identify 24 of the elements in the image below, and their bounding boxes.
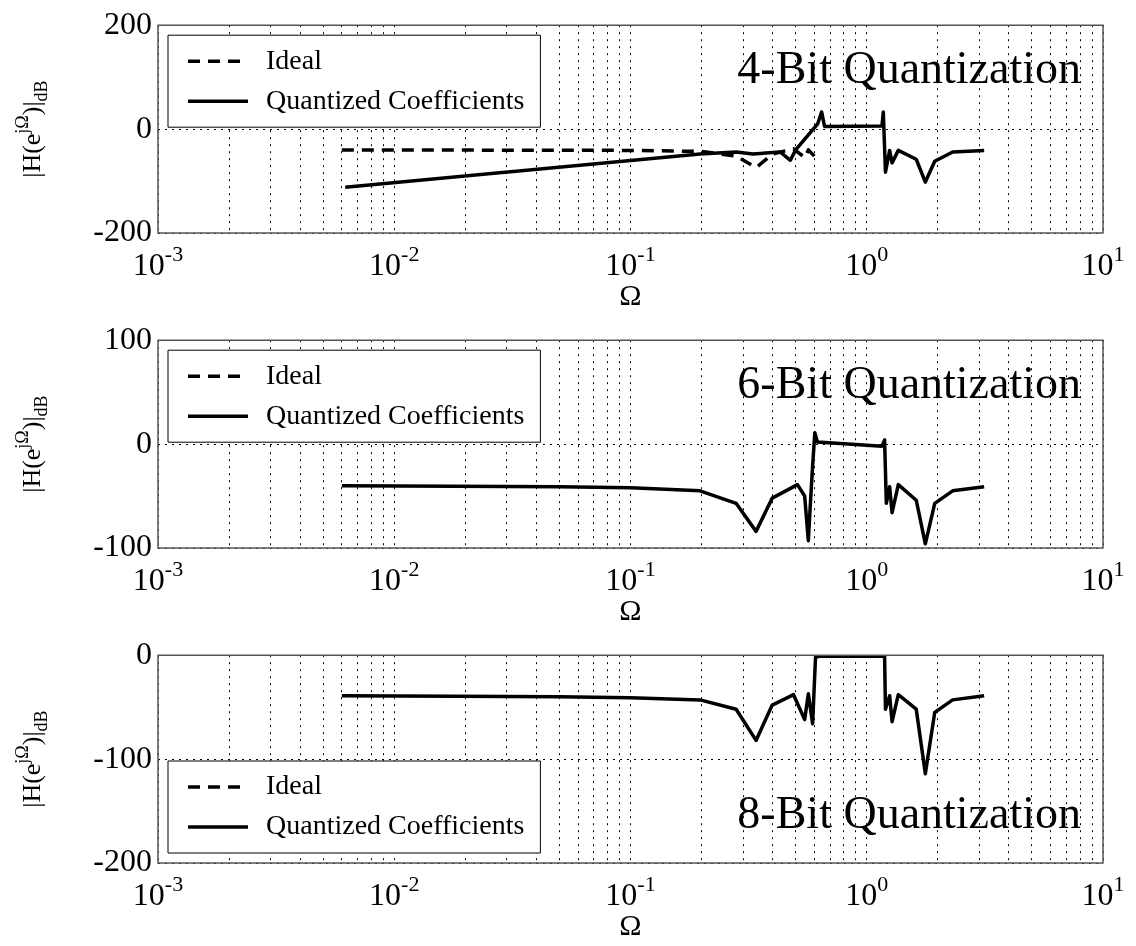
y-tick-label: -100 xyxy=(93,738,152,775)
y-tick-label: 100 xyxy=(104,319,152,356)
legend-label: Quantized Coefficients xyxy=(266,809,525,841)
chart-title: 4-Bit Quantization xyxy=(737,42,1081,94)
y-axis-title: |H(ejΩ)|dB xyxy=(12,80,51,178)
legend-label: Ideal xyxy=(266,769,323,801)
x-axis-title: Ω xyxy=(619,908,642,941)
y-axis-title: |H(ejΩ)|dB xyxy=(12,395,51,493)
y-tick-label: 0 xyxy=(136,423,152,460)
legend-label: Quantized Coefficients xyxy=(266,83,525,115)
x-axis-title: Ω xyxy=(619,593,642,626)
legend-label: Ideal xyxy=(266,358,323,390)
chart-title: 6-Bit Quantization xyxy=(737,357,1081,409)
y-tick-label: -100 xyxy=(93,527,152,564)
y-tick-label: -200 xyxy=(93,212,152,249)
legend-label: Ideal xyxy=(266,43,323,75)
x-axis-title: Ω xyxy=(619,278,642,311)
y-tick-label: 200 xyxy=(104,4,152,41)
legend-label: Quantized Coefficients xyxy=(266,398,525,430)
text: 8-Bit Quantization xyxy=(737,787,1081,838)
y-tick-label: -200 xyxy=(93,842,152,879)
y-tick-label: 0 xyxy=(136,634,152,671)
y-axis-title: |H(ejΩ)|dB xyxy=(12,710,51,808)
y-tick-label: 0 xyxy=(136,108,152,145)
